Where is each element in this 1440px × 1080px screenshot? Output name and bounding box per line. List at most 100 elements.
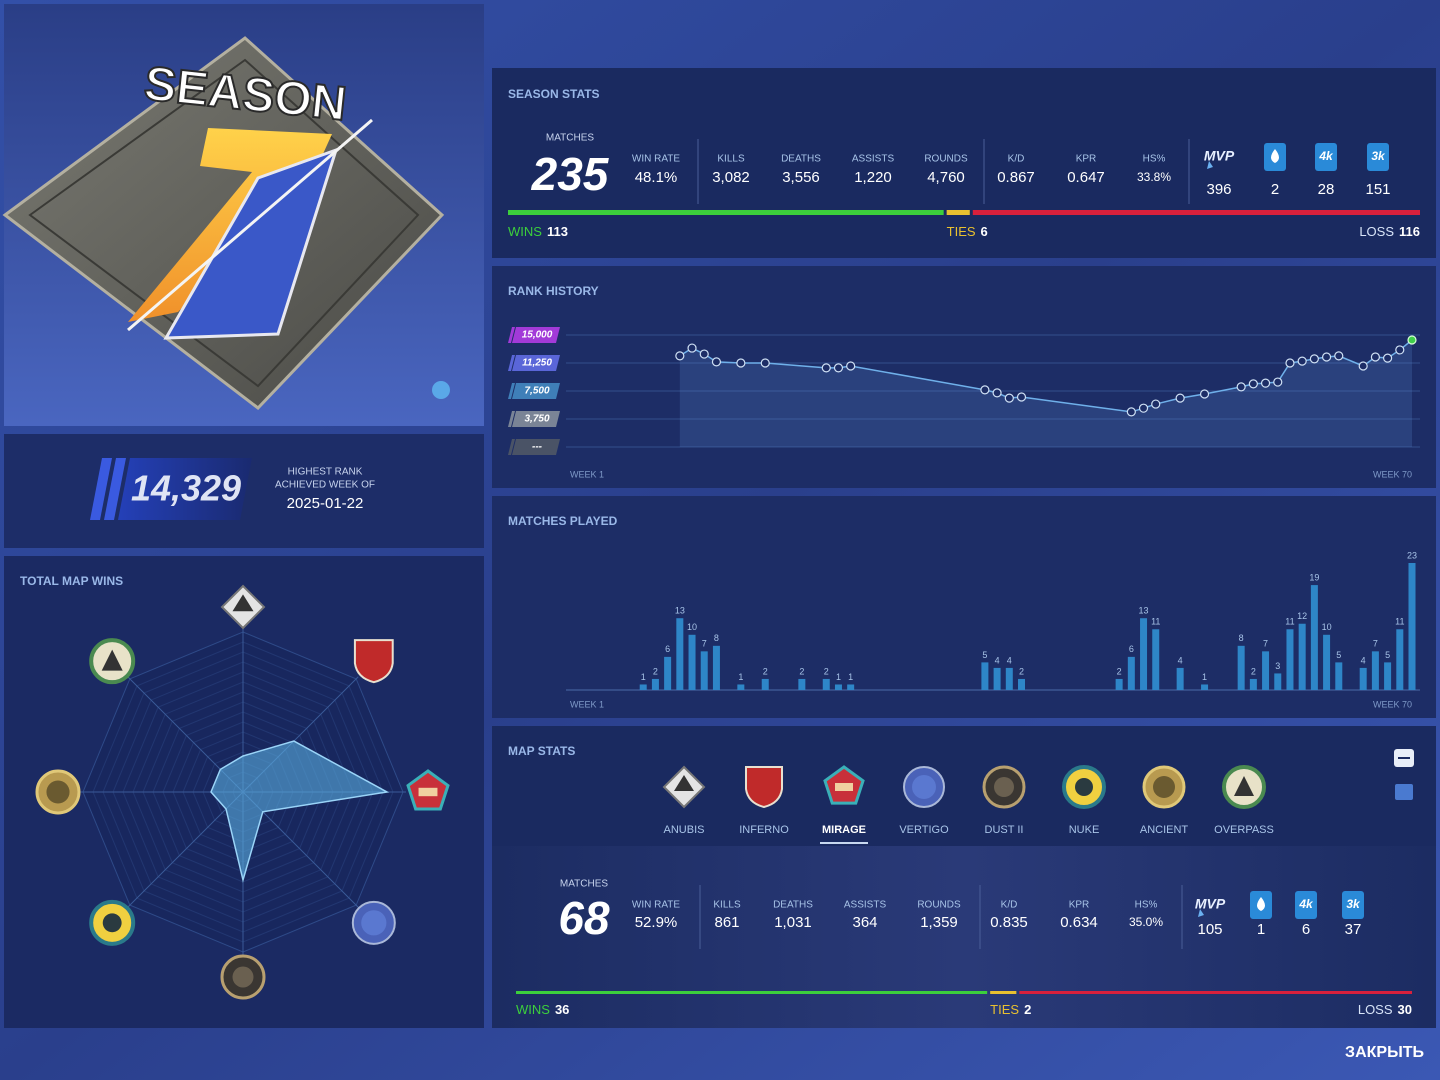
stat-value: 0.647 <box>1067 169 1105 186</box>
bar-label: 11 <box>1285 617 1294 627</box>
bar-label: 10 <box>687 622 697 632</box>
map-tab[interactable]: NUKE <box>1069 824 1100 836</box>
panel-title: MATCHES PLAYED <box>508 514 618 528</box>
record-bar-loss <box>1019 991 1412 994</box>
panel-title: SEASON STATS <box>508 87 600 101</box>
badge-icon-text: 4k <box>1318 149 1334 163</box>
bar-label: 2 <box>763 666 768 676</box>
badge-value: 396 <box>1206 181 1231 198</box>
rank-label: HIGHEST RANK <box>288 467 363 478</box>
bar-label: 11 <box>1151 617 1160 627</box>
bar-label: 7 <box>1263 639 1268 649</box>
radar-spoke <box>127 791 244 908</box>
y-tick-label: 7,500 <box>524 386 549 397</box>
bar-label: 10 <box>1322 622 1332 632</box>
record-label-text: LOSS <box>1359 224 1394 239</box>
map-icon <box>353 639 394 684</box>
bar <box>1286 629 1294 690</box>
record-label: TIES 2 <box>990 1002 1031 1017</box>
map-icon <box>89 899 136 946</box>
stat-value: 4,760 <box>927 169 965 186</box>
stat-label: DEATHS <box>781 154 821 165</box>
close-button[interactable]: ЗАКРЫТЬ <box>1345 1044 1424 1061</box>
stat-label: ROUNDS <box>917 900 961 911</box>
zoom-button[interactable] <box>432 381 450 399</box>
badge-icon <box>1295 891 1317 919</box>
map-tab[interactable]: ANCIENT <box>1140 824 1189 836</box>
bar-label: 2 <box>1019 666 1024 676</box>
map-tab[interactable]: MIRAGE <box>822 824 866 836</box>
bar-label: 7 <box>702 639 707 649</box>
map-tab[interactable]: OVERPASS <box>1214 824 1274 836</box>
map-stats-backdrop <box>492 846 1436 1028</box>
record-bar-wins <box>508 210 944 215</box>
map-icon-part <box>101 649 123 671</box>
bar-label: 4 <box>995 655 1000 665</box>
bar-label: 2 <box>824 666 829 676</box>
map-icon <box>1222 765 1266 809</box>
badge-icon-text: 4k <box>1298 897 1314 911</box>
panel-title: RANK HISTORY <box>508 284 599 298</box>
stat-label: ROUNDS <box>924 154 968 165</box>
map-tab-underline <box>820 842 868 844</box>
matches-value: 235 <box>531 148 610 200</box>
panel-title: MAP STATS <box>508 744 575 758</box>
map-tab[interactable]: VERTIGO <box>899 824 949 836</box>
grid-toggle[interactable] <box>1395 784 1413 800</box>
bar <box>712 645 720 690</box>
rank-point <box>1236 382 1246 392</box>
bar <box>1274 673 1282 690</box>
bar <box>1140 618 1148 690</box>
rank-point <box>1151 399 1161 409</box>
rank-stripe <box>104 458 126 520</box>
stat-value: 33.8% <box>1137 170 1171 184</box>
bar <box>761 678 769 690</box>
rank-point <box>711 357 722 367</box>
map-icon <box>220 954 266 1000</box>
rank-point <box>1297 356 1307 366</box>
bar-label: 2 <box>799 666 804 676</box>
map-tab[interactable]: DUST II <box>985 824 1024 836</box>
bar <box>1249 678 1257 690</box>
rank-point <box>821 363 831 373</box>
map-tab[interactable]: ANUBIS <box>664 824 705 836</box>
record-label-text: TIES <box>947 224 976 239</box>
bar <box>664 656 672 690</box>
rank-date: 2025-01-22 <box>287 495 364 512</box>
rank-point <box>1358 361 1368 371</box>
record-label: LOSS 116 <box>1359 224 1420 239</box>
stat-value: 3,556 <box>782 169 820 186</box>
rank-point <box>687 343 697 353</box>
stat-label: WIN RATE <box>632 900 680 911</box>
bar <box>1262 651 1270 690</box>
rank-point <box>1273 377 1283 387</box>
bar <box>688 634 696 690</box>
bar-label: 4 <box>1178 655 1183 665</box>
map-tab[interactable]: INFERNO <box>739 824 789 836</box>
rank-point <box>1395 345 1405 355</box>
stat-label: HS% <box>1143 154 1166 165</box>
bar <box>676 618 684 690</box>
stat-value: 48.1% <box>635 169 678 186</box>
rank-tier-badge <box>512 327 560 343</box>
map-icon-part <box>361 910 387 936</box>
matches-label: MATCHES <box>560 879 608 890</box>
badge-icon <box>1315 143 1337 171</box>
bar <box>1005 667 1013 690</box>
rank-value: 14,329 <box>131 468 241 509</box>
bar-label: 4 <box>1007 655 1012 665</box>
rank-point <box>846 361 856 371</box>
rank-point <box>1321 352 1332 362</box>
stat-value: 0.867 <box>997 169 1035 186</box>
map-icon-part <box>835 783 853 791</box>
y-tick-label: 3,750 <box>524 414 549 425</box>
bar-label: 8 <box>1239 633 1244 643</box>
rank-point <box>1248 379 1258 389</box>
map-icon-part <box>102 913 122 933</box>
bar-label: 5 <box>1385 650 1390 660</box>
map-icon <box>662 765 706 809</box>
stat-value: 861 <box>714 914 739 931</box>
map-icon <box>35 769 81 815</box>
bar <box>1298 623 1306 690</box>
